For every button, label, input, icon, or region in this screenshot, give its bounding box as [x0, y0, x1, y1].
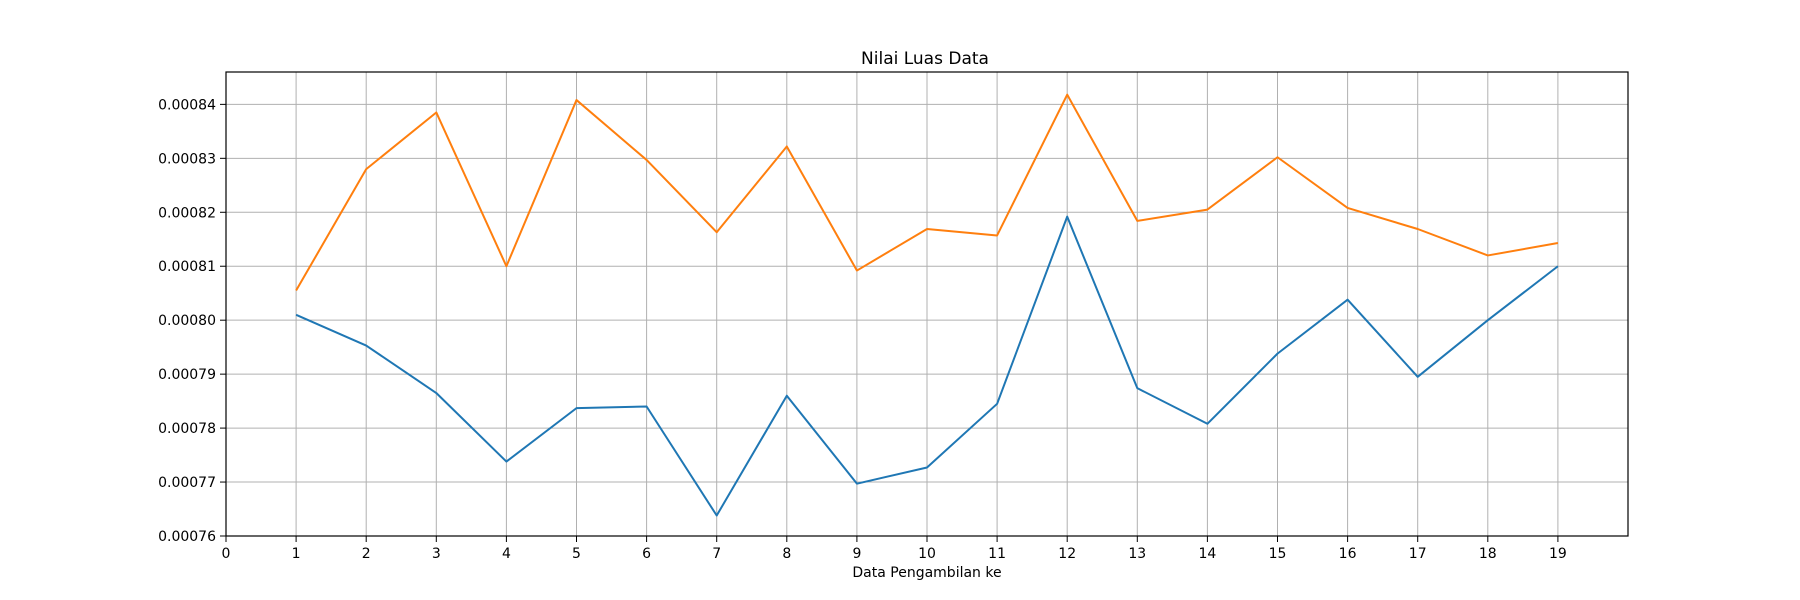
- x-tick-label: 12: [1058, 546, 1076, 562]
- x-tick-label: 2: [362, 546, 371, 562]
- x-tick-label: 14: [1198, 546, 1216, 562]
- y-tick-label: 0.00076: [158, 529, 216, 545]
- x-tick-label: 10: [918, 546, 936, 562]
- grid: [226, 72, 1628, 536]
- x-tick-label: 3: [432, 546, 441, 562]
- y-tick-label: 0.00077: [158, 475, 216, 491]
- x-tick-label: 17: [1409, 546, 1427, 562]
- series-line-1: [295, 215, 1559, 517]
- x-tick-label: 6: [642, 546, 651, 562]
- x-tick-label: 1: [292, 546, 301, 562]
- y-tick-label: 0.00082: [158, 205, 216, 221]
- y-tick-label: 0.00078: [158, 421, 216, 437]
- x-tick-label: 8: [782, 546, 791, 562]
- x-tick-label: 13: [1128, 546, 1146, 562]
- series-layer: [295, 93, 1559, 517]
- chart-title: Nilai Luas Data: [861, 49, 989, 69]
- x-tick-label: 7: [712, 546, 721, 562]
- x-axis: 0 1 2 3 4 5 6 7 8 9 10 11 12 13 14 15 16 17 18 19: [222, 536, 1567, 562]
- y-axis: 0.00076 0.00077 0.00078 0.00079 0.00080 0.000…: [158, 97, 226, 545]
- x-tick-label: 19: [1549, 546, 1567, 562]
- x-tick-label: 4: [502, 546, 511, 562]
- y-tick-label: 0.00084: [158, 97, 216, 113]
- y-tick-label: 0.00083: [158, 151, 216, 167]
- x-axis-label: Data Pengambilan ke: [852, 565, 1001, 581]
- x-tick-label: 5: [572, 546, 581, 562]
- x-tick-label: 9: [852, 546, 861, 562]
- x-tick-label: 16: [1339, 546, 1357, 562]
- series-line-2: [295, 93, 1559, 292]
- y-tick-label: 0.00081: [158, 259, 216, 275]
- x-tick-label: 0: [222, 546, 231, 562]
- x-tick-label: 11: [988, 546, 1006, 562]
- y-tick-label: 0.00080: [158, 313, 216, 329]
- y-tick-label: 0.00079: [158, 367, 216, 383]
- x-tick-label: 15: [1269, 546, 1287, 562]
- x-tick-label: 18: [1479, 546, 1497, 562]
